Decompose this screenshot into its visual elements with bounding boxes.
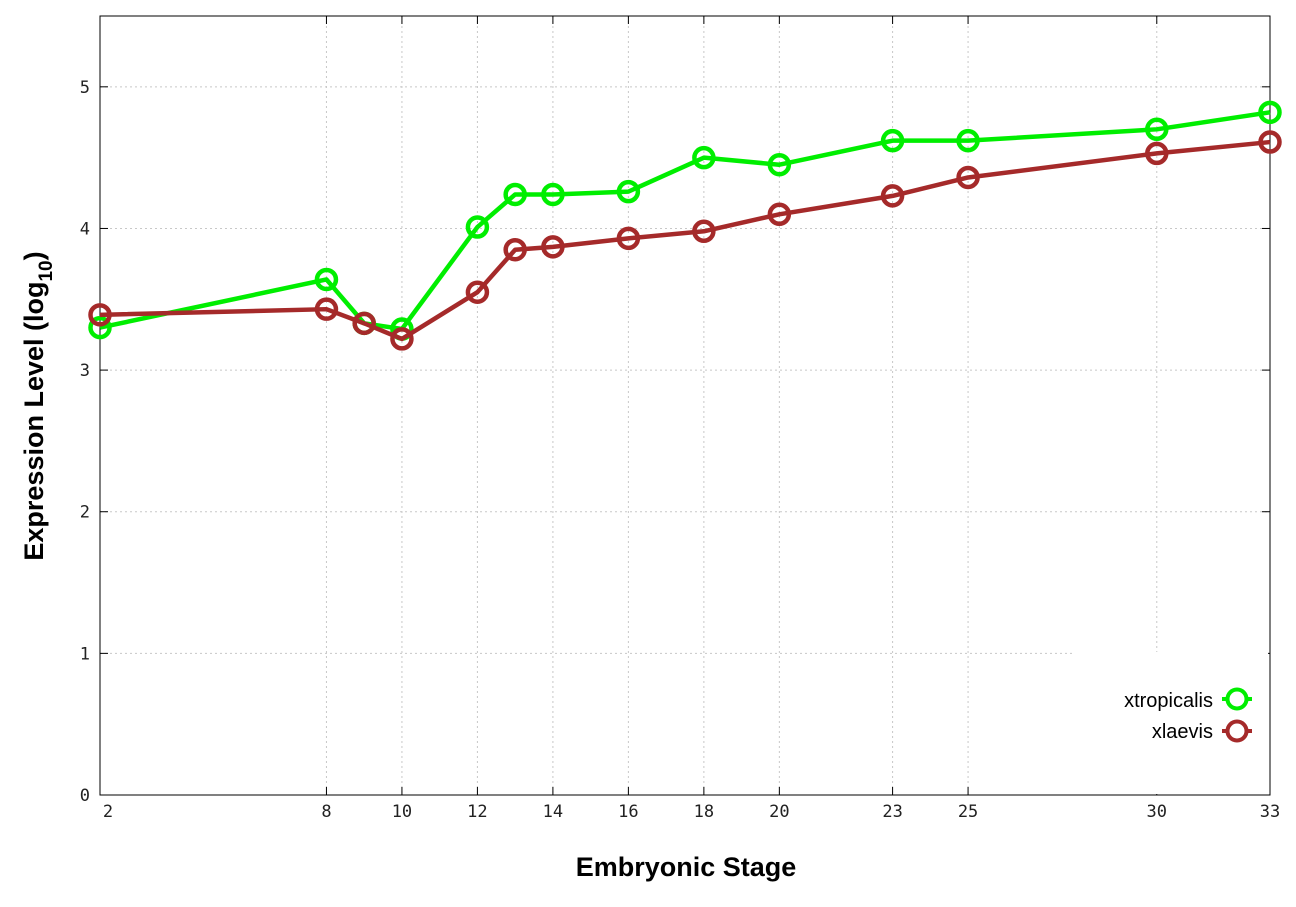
legend-entry-xlaevis: xlaevis	[1152, 719, 1252, 743]
data-point-xtropicalis	[956, 128, 980, 153]
plot-frame	[99, 15, 1271, 796]
legend-swatch-marker-xtropicalis	[1225, 687, 1249, 711]
x-tick-label: 23	[882, 802, 902, 822]
data-point-xlaevis	[616, 226, 641, 251]
data-point-xlaevis	[692, 219, 716, 244]
x-tick-label: 14	[543, 802, 563, 822]
x-tick-label: 12	[467, 802, 487, 822]
x-tick-label: 30	[1147, 802, 1167, 822]
data-point-xtropicalis	[616, 179, 641, 204]
y-tick-label: 4	[80, 219, 90, 239]
data-point-xlaevis	[390, 327, 414, 351]
x-tick-label: 10	[392, 802, 412, 822]
y-tick-label: 1	[80, 644, 90, 664]
data-point-xlaevis	[352, 311, 376, 336]
data-point-xtropicalis	[88, 315, 112, 340]
data-point-xlaevis	[465, 280, 490, 304]
data-point-xlaevis	[88, 303, 112, 327]
x-tick-label: 33	[1260, 802, 1280, 822]
y-tick-label: 2	[80, 503, 90, 523]
data-point-xlaevis	[1258, 130, 1282, 154]
data-point-xtropicalis	[503, 182, 527, 207]
series-xtropicalis	[88, 100, 1282, 341]
legend-label-xlaevis: xlaevis	[1152, 721, 1213, 743]
data-point-xtropicalis	[465, 215, 490, 239]
series-lines	[88, 100, 1282, 351]
series-line-xtropicalis	[99, 110, 1271, 332]
data-point-xlaevis	[956, 165, 980, 190]
y-axis-title: Expression Level (log10)	[19, 251, 57, 560]
x-tick-label: 18	[694, 802, 714, 822]
x-tick-label: 8	[321, 802, 331, 822]
y-tick-label: 3	[80, 361, 90, 381]
legend-label-xtropicalis: xtropicalis	[1124, 690, 1213, 712]
data-point-xlaevis	[541, 235, 565, 259]
legend-entry-xtropicalis: xtropicalis	[1124, 687, 1252, 712]
data-point-xlaevis	[767, 202, 792, 227]
data-point-xtropicalis	[541, 182, 565, 207]
x-tick-label: 16	[618, 802, 638, 822]
legend-swatch-marker-xlaevis	[1225, 719, 1249, 743]
x-tick-label: 25	[958, 802, 978, 822]
data-point-xlaevis	[1145, 141, 1169, 166]
x-tick-label: 20	[769, 802, 789, 822]
series-xlaevis	[88, 130, 1282, 351]
y-tick-label: 0	[80, 786, 90, 806]
legend: xtropicalis xlaevis	[1072, 652, 1268, 794]
x-tick-label: 2	[103, 802, 113, 822]
x-axis-title: Embryonic Stage	[576, 852, 797, 882]
data-point-xtropicalis	[314, 267, 339, 292]
series-line-xlaevis	[99, 139, 1271, 342]
data-point-xlaevis	[314, 297, 339, 321]
data-point-xtropicalis	[767, 152, 792, 177]
data-point-xtropicalis	[1145, 117, 1169, 142]
data-point-xlaevis	[503, 237, 527, 262]
data-point-xlaevis	[880, 184, 905, 208]
data-point-xtropicalis	[692, 145, 716, 170]
y-tick-label: 5	[80, 78, 90, 98]
data-point-xtropicalis	[1258, 100, 1282, 125]
data-point-xtropicalis	[880, 128, 905, 153]
